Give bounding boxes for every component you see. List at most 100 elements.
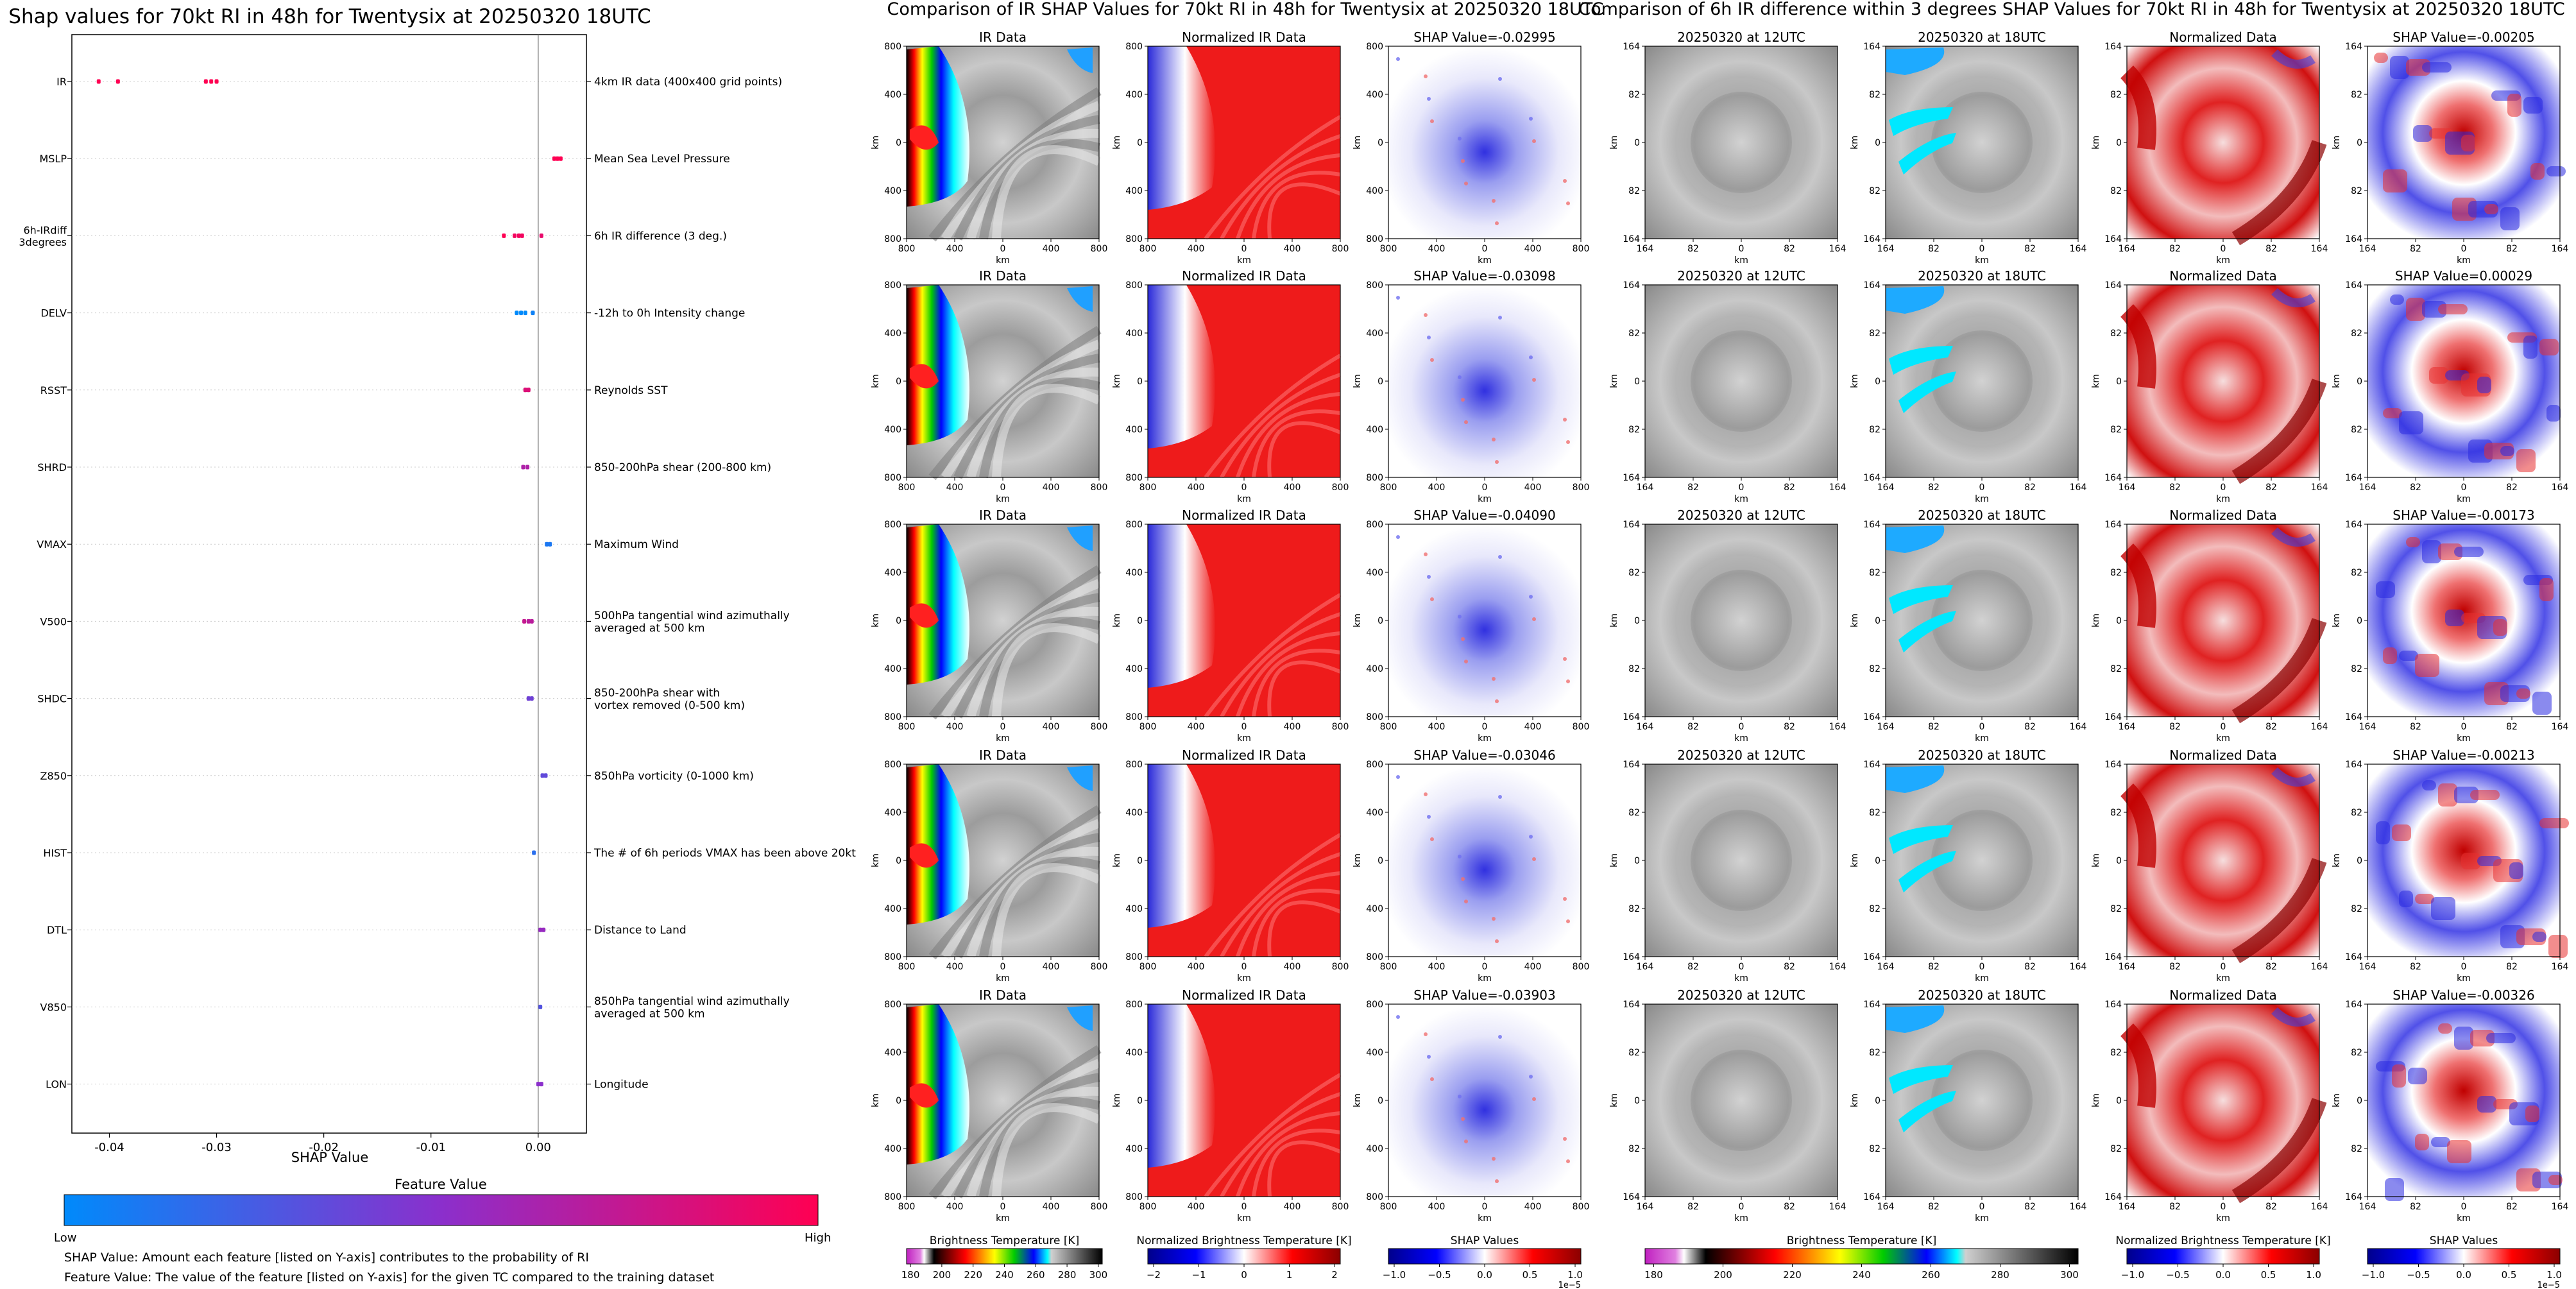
panel-title: SHAP Value=-0.00173: [2393, 508, 2534, 523]
panel-x-tick-label: 82: [1784, 722, 1795, 732]
cloud-band: [992, 384, 1101, 478]
panel-x-tick-label: 800: [1332, 962, 1349, 972]
feature-long-label: 500hPa tangential wind azimuthally averag…: [594, 610, 790, 635]
shap-speckle: [1461, 1117, 1465, 1121]
shap-speckle: [1495, 460, 1499, 464]
feature-long-label: Maximum Wind: [594, 538, 679, 551]
panel-x-tick-label: 164: [1637, 1202, 1654, 1212]
panel-xlabel: km: [1478, 255, 1492, 266]
shap-point: [522, 619, 527, 624]
shap-point: [214, 79, 219, 84]
panel-x-tick-label: 82: [2169, 722, 2181, 732]
panel-y-tick-label: 0: [896, 1096, 901, 1106]
diff-gray-image: [1645, 285, 1838, 477]
panel-y-tick-label: 0: [1634, 377, 1640, 387]
panel-ylabel: km: [2091, 374, 2101, 388]
panel-y-tick-label: 164: [2345, 760, 2362, 770]
diff-cold-streak: [1889, 107, 1953, 136]
diff-band: [2271, 527, 2316, 547]
shap-speckle: [1498, 555, 1502, 559]
panel-y-tick-label: 82: [1869, 186, 1881, 196]
shap-summary-axes: [71, 34, 587, 1134]
feature-short-label: V500: [40, 615, 67, 627]
panel-x-tick-label: 82: [2024, 1202, 2036, 1212]
colorbar-bar: [906, 1248, 1103, 1265]
diff-panel: SHAP Value=-0.00173164164828200828216416…: [2332, 508, 2568, 744]
diff-spiral: [1676, 78, 1806, 207]
shap-speckle: [1458, 375, 1462, 379]
shap-speckle: [1563, 657, 1567, 661]
diff-cold-patch: [1886, 47, 1945, 75]
panel-y-tick-label: 800: [1125, 952, 1143, 962]
shap-speckle: [1498, 77, 1502, 81]
shap-speckle: [1492, 438, 1496, 441]
panel-x-tick-label: 82: [2024, 962, 2036, 972]
panel-y-tick-label: 0: [2357, 1096, 2362, 1106]
panel-y-tick-label: 82: [1628, 90, 1640, 100]
panel-x-tick-label: 400: [946, 482, 964, 493]
panel-ylabel: km: [2332, 613, 2342, 627]
shap-blob: [2383, 647, 2397, 664]
shap-speckle: [1492, 1157, 1496, 1161]
panel-xlabel: km: [2457, 494, 2471, 504]
colorbar-bar: [2367, 1248, 2561, 1265]
shap-point: [558, 156, 563, 161]
panel-y-tick-label: 400: [1125, 664, 1143, 674]
panel-x-tick-label: 0: [2461, 244, 2467, 254]
panel-x-tick-label: 82: [1687, 722, 1699, 732]
colorbar-tick-label: 260: [1922, 1269, 1940, 1281]
panel-x-tick-label: 800: [1573, 1202, 1590, 1212]
panel-x-tick-label: 400: [1043, 244, 1060, 254]
panel-x-tick-label: 164: [1637, 244, 1654, 254]
shap-speckle: [1430, 597, 1434, 601]
panel-y-tick-label: 164: [1623, 234, 1640, 244]
panel-y-tick-label: 82: [1869, 808, 1881, 818]
panel-y-tick-label: 0: [2116, 138, 2122, 148]
panel-x-tick-label: 0: [1000, 244, 1006, 254]
panel-x-tick-label: 82: [1928, 962, 1940, 972]
shap-blob: [2390, 56, 2409, 79]
diff-panel: 20250320 at 12UTC1641648282008282164164k…: [1609, 987, 1846, 1224]
panel-x-tick-label: 164: [2070, 722, 2087, 732]
shap-blob: [2493, 619, 2507, 636]
panel-xlabel: km: [1478, 733, 1492, 744]
colorbar-tick-label: −2: [1147, 1269, 1161, 1281]
panel-x-tick-label: 164: [1877, 1202, 1895, 1212]
diff-cold-streak: [1898, 133, 1956, 175]
panel-x-tick-label: 82: [2169, 482, 2181, 493]
panel-x-tick-label: 164: [2311, 244, 2328, 254]
panel-y-tick-label: 400: [1125, 568, 1143, 578]
panel-x-tick-label: 82: [2506, 244, 2518, 254]
diff-band: [2231, 858, 2327, 964]
panel-y-tick-label: 0: [1137, 856, 1143, 866]
diff-suptitle: Comparison of 6h IR difference within 3 …: [1578, 0, 2564, 19]
shap-point: [519, 311, 524, 316]
panel-x-tick-label: 400: [946, 1202, 964, 1212]
panel-y-tick-label: 164: [1863, 1000, 1881, 1010]
panel-y-tick-label: 0: [896, 377, 901, 387]
panel-x-tick-label: 82: [1928, 722, 1940, 732]
panel-y-tick-label: 800: [1366, 42, 1383, 52]
panel-y-tick-label: 82: [1869, 90, 1881, 100]
shap-speckle: [1458, 615, 1462, 619]
normalized-band: [1204, 833, 1342, 958]
normalized-band: [1204, 115, 1342, 240]
ir-cold-cloud-edge: [1067, 47, 1093, 73]
panel-xlabel: km: [996, 255, 1010, 266]
panel-y-tick-label: 400: [884, 425, 901, 435]
panel-y-tick-label: 800: [1125, 760, 1143, 770]
panel-x-tick-label: 800: [1380, 722, 1397, 732]
shap-speckle: [1532, 378, 1536, 382]
normalized-band: [1252, 889, 1341, 957]
panel-x-tick-label: 0: [1482, 244, 1488, 254]
panel-ylabel: km: [1850, 613, 1860, 627]
panel-y-tick-label: 82: [2351, 1144, 2362, 1154]
shap-blob: [2383, 169, 2407, 192]
diff-spiral: [1917, 796, 2047, 925]
panel-xlabel: km: [1734, 1213, 1748, 1224]
shap-blob: [2532, 932, 2546, 942]
diff-panel: SHAP Value=-0.00205164164828200828216416…: [2332, 30, 2568, 266]
shap-point: [539, 1082, 543, 1087]
panel-title: IR Data: [979, 747, 1027, 763]
panel-y-tick-label: 0: [1875, 856, 1881, 866]
